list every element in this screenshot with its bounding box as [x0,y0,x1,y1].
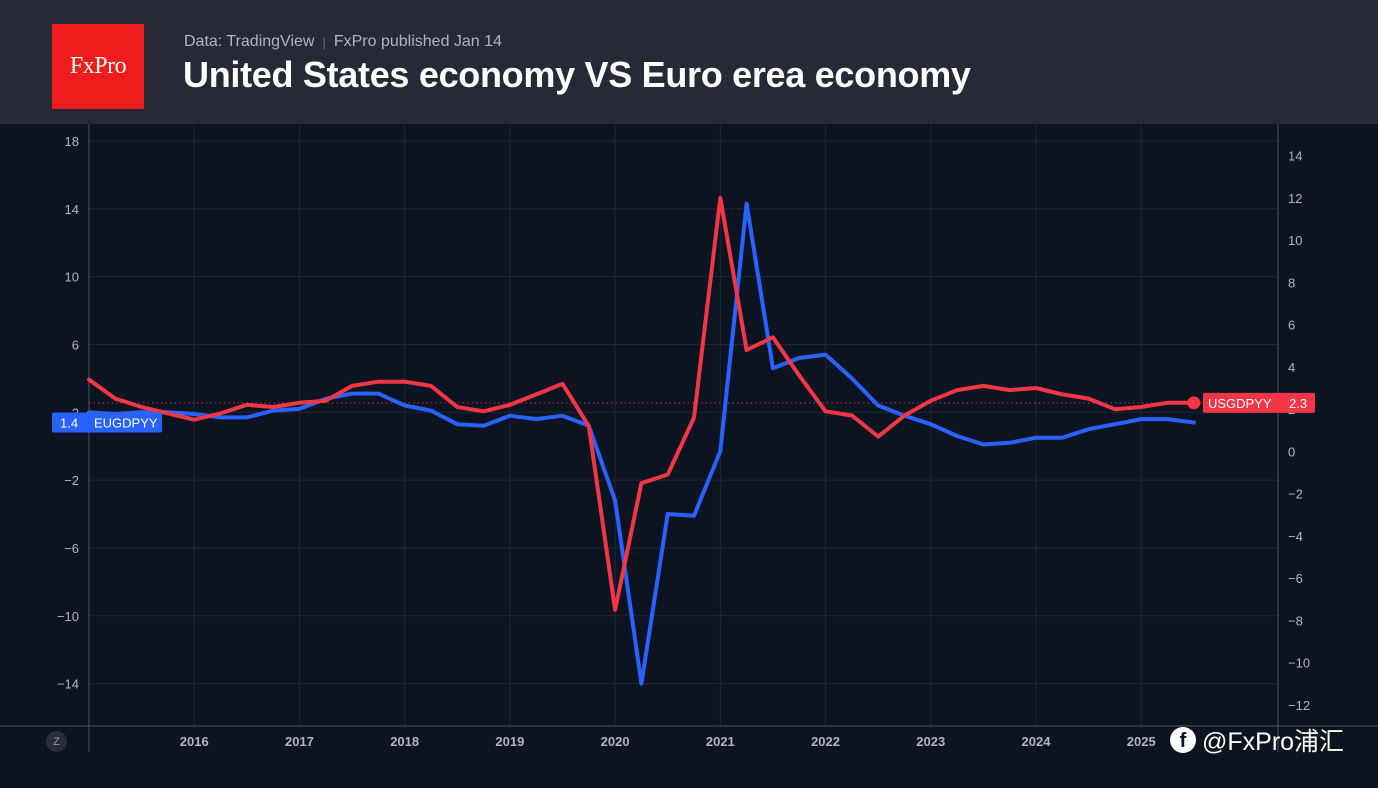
x-axis-tick-label: 2022 [811,734,840,749]
left-axis-tick-label: −14 [57,677,79,692]
x-axis-tick-label: 2020 [601,734,630,749]
right-axis-tick-label: −8 [1288,613,1303,628]
line-chart[interactable]: 18141062−2−6−10−1414121086420−2−4−6−8−10… [0,124,1378,788]
left-axis-tick-label: 6 [72,337,79,352]
right-axis-tick-label: 4 [1288,360,1295,375]
fxpro-logo: FxPro [52,24,144,109]
series-name-label-eugdpyy: EUGDPYY [94,415,158,430]
right-axis-tick-label: 6 [1288,318,1295,333]
left-axis-tick-label: 14 [65,202,79,217]
facebook-icon: f [1170,727,1196,753]
left-axis-tick-label: −10 [57,609,79,624]
left-axis-tick-label: 18 [65,134,79,149]
watermark-handle: @FxPro浦汇 [1202,728,1345,756]
left-axis-tick-label: −2 [64,473,79,488]
right-axis-tick-label: −10 [1288,656,1310,671]
watermark: f @FxPro浦汇 [1170,722,1344,758]
right-axis-tick-label: −12 [1288,698,1310,713]
right-axis-tick-label: 10 [1288,233,1302,248]
right-axis-tick-label: 8 [1288,275,1295,290]
left-axis-tick-label: 10 [65,270,79,285]
x-axis-tick-label: 2016 [180,734,209,749]
right-axis-tick-label: −2 [1288,487,1303,502]
published-date: FxPro published Jan 14 [333,33,502,50]
x-axis-tick-label: 2021 [706,734,735,749]
x-axis-tick-label: 2017 [285,734,314,749]
chart-meta: Data: TradingView | FxPro published Jan … [184,33,502,51]
x-axis-tick-label: 2019 [495,734,524,749]
series-last-value-usgdpyy: 2.3 [1289,396,1307,411]
data-source: Data: TradingView [184,33,315,50]
series-label-bg-eugdpyy [52,412,162,433]
series-last-value-eugdpyy: 1.4 [60,415,78,430]
chart-area: 18141062−2−6−10−1414121086420−2−4−6−8−10… [0,124,1378,788]
right-axis-tick-label: −4 [1288,529,1303,544]
right-axis-tick-label: 0 [1288,444,1295,459]
meta-separator: | [322,34,326,50]
series-line-usgdpyy[interactable] [87,195,1196,612]
zoom-reset-button[interactable]: Z [46,731,67,752]
series-label-bg-usgdpyy [1203,392,1315,413]
chart-title: United States economy VS Euro erea econo… [183,54,971,95]
series-name-label-usgdpyy: USGDPYY [1208,396,1272,411]
x-axis-tick-label: 2023 [916,734,945,749]
right-axis-tick-label: 14 [1288,149,1302,164]
left-axis-tick-label: −6 [64,541,79,556]
x-axis-tick-label: 2025 [1127,734,1156,749]
series-line-eugdpyy[interactable] [87,201,1196,686]
x-axis-tick-label: 2018 [390,734,419,749]
x-axis-tick-label: 2024 [1022,734,1052,749]
right-axis-tick-label: 12 [1288,191,1302,206]
header-bar: FxPro Data: TradingView | FxPro publishe… [0,0,1378,124]
right-axis-tick-label: −6 [1288,571,1303,586]
usgdpyy-last-point-marker[interactable] [1187,396,1201,410]
